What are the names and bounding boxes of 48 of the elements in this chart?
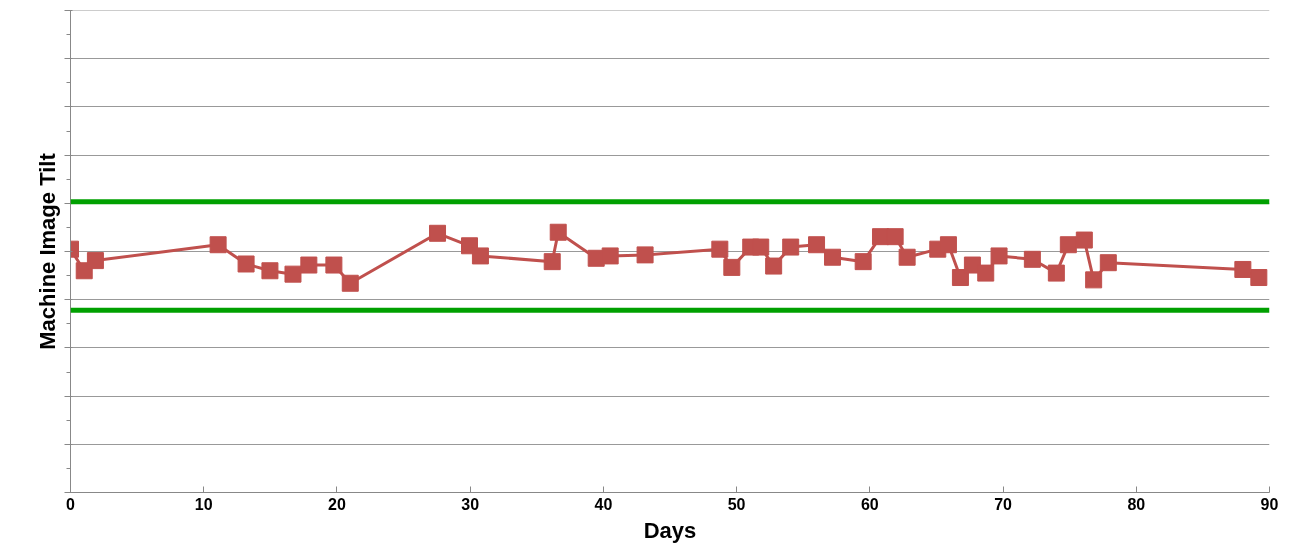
x-tick-label: 60 xyxy=(860,495,879,513)
point xyxy=(723,258,741,276)
point xyxy=(341,274,359,292)
x-tick-label: 90 xyxy=(1260,495,1279,513)
point xyxy=(471,247,489,265)
point xyxy=(325,256,343,274)
point xyxy=(898,248,916,266)
point xyxy=(782,238,800,256)
point xyxy=(284,265,302,283)
point xyxy=(990,247,1008,265)
point xyxy=(1085,271,1103,289)
point xyxy=(636,246,654,264)
x-tick-label: 10 xyxy=(194,495,213,513)
point xyxy=(939,236,957,254)
point xyxy=(1250,269,1268,287)
x-tick-label: 0 xyxy=(66,495,76,513)
point xyxy=(237,255,255,273)
point xyxy=(711,240,729,258)
point xyxy=(86,252,104,270)
point xyxy=(1059,236,1077,254)
x-tick-label: 40 xyxy=(594,495,613,513)
x-tick-label: 80 xyxy=(1127,495,1146,513)
point xyxy=(824,248,842,266)
point xyxy=(261,262,279,280)
point xyxy=(1234,260,1252,278)
x-tick-label: 50 xyxy=(727,495,746,513)
point xyxy=(300,256,318,274)
point xyxy=(1075,231,1093,249)
point xyxy=(752,238,770,256)
point xyxy=(854,253,872,271)
point xyxy=(808,236,826,254)
x-tick-label: 70 xyxy=(994,495,1013,513)
point xyxy=(1023,250,1041,268)
point xyxy=(429,224,447,242)
point xyxy=(951,269,969,287)
point xyxy=(543,253,561,271)
point xyxy=(549,223,567,241)
point xyxy=(209,236,227,254)
point xyxy=(601,247,619,265)
x-tick-label: 30 xyxy=(461,495,480,513)
point xyxy=(1047,264,1065,282)
point xyxy=(886,228,904,246)
point xyxy=(1099,254,1117,272)
point xyxy=(977,264,995,282)
y-axis-title: Machine Image Tilt xyxy=(34,152,60,350)
x-tick-label: 20 xyxy=(328,495,346,513)
point xyxy=(765,257,783,275)
x-axis-title: Days xyxy=(643,517,697,543)
